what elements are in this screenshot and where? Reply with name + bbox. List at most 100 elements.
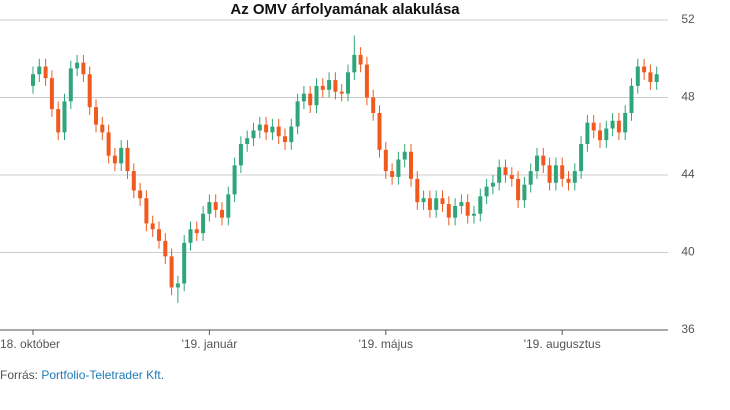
- candle-body: [220, 209, 224, 218]
- candle-body: [238, 144, 243, 166]
- candle-body: [232, 165, 237, 195]
- candle-body: [434, 198, 439, 210]
- candle-body: [553, 165, 558, 183]
- x-tick-label: '19. augusztus: [524, 337, 601, 351]
- page: {"chart_data": {"type": "candlestick", "…: [0, 0, 695, 382]
- candle-body: [623, 113, 628, 133]
- candle-body: [371, 97, 376, 113]
- candle-body: [283, 136, 287, 143]
- candle-body: [547, 165, 552, 183]
- candle-body: [207, 202, 212, 214]
- source-label: Forrás:: [0, 368, 39, 382]
- candle-body: [364, 64, 369, 98]
- y-tick-label: 36: [681, 322, 695, 336]
- candle-body: [541, 155, 546, 166]
- y-tick-label: 40: [681, 245, 695, 259]
- candle-body: [648, 72, 653, 82]
- candle-body: [37, 66, 42, 75]
- candle-body: [75, 62, 80, 69]
- candle-body: [383, 149, 388, 172]
- candle-body: [87, 74, 92, 108]
- candle-body: [377, 113, 382, 150]
- candle-body: [604, 128, 609, 141]
- candle-body: [579, 144, 584, 172]
- candle-body: [257, 124, 262, 131]
- candle-body: [175, 283, 180, 288]
- candle-body: [572, 171, 577, 183]
- candle-body: [358, 54, 363, 65]
- candle-body: [415, 178, 420, 203]
- y-tick-label: 44: [681, 167, 695, 181]
- candle-body: [333, 80, 338, 92]
- candle-body: [402, 151, 407, 160]
- candle-body: [201, 213, 206, 234]
- candle-body: [409, 151, 413, 179]
- candle-body: [440, 198, 445, 205]
- candle-body: [119, 147, 124, 164]
- candle-body: [289, 126, 294, 143]
- candle-body: [497, 167, 502, 183]
- candle-body: [616, 120, 621, 133]
- candle-body: [56, 109, 61, 133]
- candle-body: [472, 213, 476, 216]
- candle-body: [43, 66, 48, 79]
- candle-body: [270, 126, 275, 133]
- candle-body: [642, 66, 647, 73]
- candle-body: [535, 155, 539, 172]
- candle-body: [629, 85, 634, 113]
- candle-body: [106, 132, 111, 156]
- candle-body: [490, 182, 495, 187]
- candle-body: [421, 198, 426, 203]
- candle-body: [339, 91, 344, 94]
- candle-body: [459, 202, 464, 206]
- candle-body: [81, 62, 86, 75]
- candle-body: [528, 171, 533, 185]
- candle-body: [566, 178, 571, 183]
- candle-body: [478, 196, 483, 214]
- candle-body: [560, 165, 565, 179]
- candle-body: [591, 122, 596, 131]
- candle-body: [226, 194, 231, 218]
- candle-body: [301, 93, 306, 102]
- candle-body: [150, 223, 155, 230]
- candle-body: [516, 178, 521, 201]
- candle-body: [346, 72, 350, 94]
- candle-body: [188, 229, 193, 243]
- candle-body: [654, 74, 659, 82]
- candle-body: [163, 240, 168, 257]
- source: Forrás: Portfolio-Teletrader Kft.: [0, 368, 164, 382]
- candle-body: [446, 204, 451, 218]
- candle-body: [194, 229, 199, 234]
- candle-body: [390, 171, 395, 177]
- candle-body: [509, 175, 514, 179]
- candle-body: [308, 93, 313, 106]
- candle-body: [610, 120, 615, 129]
- candle-body: [182, 242, 187, 284]
- chart-title: Az OMV árfolyamának alakulása: [230, 1, 460, 18]
- candle-body: [453, 206, 458, 218]
- candle-body: [465, 202, 470, 216]
- candle-body: [427, 198, 432, 210]
- candle-body: [320, 85, 325, 90]
- candle-body: [295, 101, 300, 127]
- candle-body: [522, 184, 527, 201]
- candle-body: [112, 155, 117, 164]
- candle-body: [49, 78, 54, 110]
- candle-body: [245, 138, 250, 144]
- candle-body: [314, 85, 319, 106]
- candle-body: [327, 80, 332, 90]
- candle-body: [352, 54, 357, 73]
- candle-body: [585, 122, 590, 144]
- candle-body: [396, 159, 401, 177]
- candle-body: [94, 107, 98, 125]
- candle-body: [62, 101, 67, 133]
- candle-body: [503, 167, 508, 175]
- candle-body: [484, 186, 489, 197]
- candle-body: [125, 147, 130, 172]
- candle-body: [276, 126, 281, 137]
- candle-body: [251, 130, 256, 139]
- candle-body: [144, 198, 149, 224]
- y-tick-label: 48: [681, 90, 695, 104]
- candle-body: [598, 130, 602, 141]
- source-link[interactable]: Portfolio-Teletrader Kft.: [41, 368, 165, 382]
